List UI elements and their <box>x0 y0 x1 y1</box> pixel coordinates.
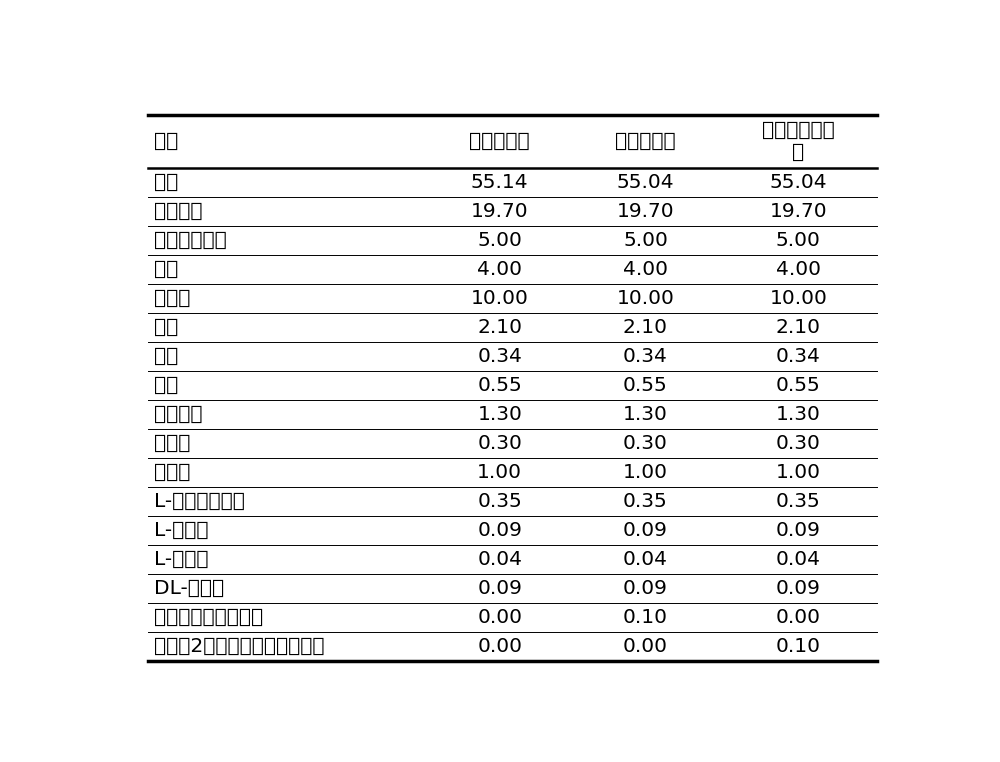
Text: 0.35: 0.35 <box>477 491 522 511</box>
Text: 氧化锌: 氧化锌 <box>154 434 191 453</box>
Text: 5.00: 5.00 <box>776 231 821 250</box>
Text: 玉米: 玉米 <box>154 173 179 192</box>
Text: 1.00: 1.00 <box>623 463 668 482</box>
Text: 阳性对照组: 阳性对照组 <box>615 132 676 151</box>
Text: 1.30: 1.30 <box>623 405 668 424</box>
Text: 乳清粉: 乳清粉 <box>154 289 191 308</box>
Text: 55.14: 55.14 <box>471 173 529 192</box>
Text: 19.70: 19.70 <box>617 202 674 221</box>
Text: 2.10: 2.10 <box>623 318 668 337</box>
Text: 4.00: 4.00 <box>623 260 668 279</box>
Text: L-色氨酸: L-色氨酸 <box>154 549 209 568</box>
Text: 0.30: 0.30 <box>776 434 821 453</box>
Text: 0.55: 0.55 <box>477 376 522 395</box>
Text: 0.10: 0.10 <box>623 607 668 626</box>
Text: 55.04: 55.04 <box>617 173 674 192</box>
Text: 2.10: 2.10 <box>477 318 522 337</box>
Text: 10.00: 10.00 <box>617 289 674 308</box>
Text: L-苏氨酸: L-苏氨酸 <box>154 520 209 539</box>
Text: 市场上某酵母复合物: 市场上某酵母复合物 <box>154 607 264 626</box>
Text: 1.30: 1.30 <box>776 405 821 424</box>
Text: 0.09: 0.09 <box>477 578 522 597</box>
Text: 0.35: 0.35 <box>623 491 668 511</box>
Text: 1.00: 1.00 <box>477 463 522 482</box>
Text: 0.09: 0.09 <box>776 578 821 597</box>
Text: 0.30: 0.30 <box>623 434 668 453</box>
Text: 0.00: 0.00 <box>477 607 522 626</box>
Text: 0.34: 0.34 <box>623 347 668 366</box>
Text: 食盐: 食盐 <box>154 347 179 366</box>
Text: 0.09: 0.09 <box>776 520 821 539</box>
Text: 0.00: 0.00 <box>776 607 821 626</box>
Text: 0.34: 0.34 <box>776 347 821 366</box>
Text: 0.55: 0.55 <box>776 376 821 395</box>
Text: 0.55: 0.55 <box>623 376 668 395</box>
Text: 0.10: 0.10 <box>776 636 821 655</box>
Text: 5.00: 5.00 <box>477 231 522 250</box>
Text: 4.00: 4.00 <box>776 260 821 279</box>
Text: 19.70: 19.70 <box>770 202 827 221</box>
Text: 0.04: 0.04 <box>477 549 522 568</box>
Text: 实施例2所得酵母复合物添加剂: 实施例2所得酵母复合物添加剂 <box>154 636 325 655</box>
Text: 1.30: 1.30 <box>477 405 522 424</box>
Text: 0.35: 0.35 <box>776 491 821 511</box>
Text: 0.00: 0.00 <box>623 636 668 655</box>
Text: 石粉: 石粉 <box>154 376 179 395</box>
Text: 19.70: 19.70 <box>471 202 529 221</box>
Text: 0.09: 0.09 <box>477 520 522 539</box>
Text: 预混料: 预混料 <box>154 463 191 482</box>
Text: 大豆浓缩蛋白: 大豆浓缩蛋白 <box>154 231 227 250</box>
Text: 磷酸氢钙: 磷酸氢钙 <box>154 405 203 424</box>
Text: 空白对照组: 空白对照组 <box>469 132 530 151</box>
Text: DL-蛋氨酸: DL-蛋氨酸 <box>154 578 225 597</box>
Text: 0.34: 0.34 <box>477 347 522 366</box>
Text: 4.00: 4.00 <box>477 260 522 279</box>
Text: 豆油: 豆油 <box>154 318 179 337</box>
Text: 鱼粉: 鱼粉 <box>154 260 179 279</box>
Text: 0.04: 0.04 <box>776 549 821 568</box>
Text: 5.00: 5.00 <box>623 231 668 250</box>
Text: 项目: 项目 <box>154 132 179 151</box>
Text: 0.30: 0.30 <box>477 434 522 453</box>
Text: 10.00: 10.00 <box>471 289 529 308</box>
Text: 1.00: 1.00 <box>776 463 821 482</box>
Text: 0.09: 0.09 <box>623 578 668 597</box>
Text: 55.04: 55.04 <box>770 173 827 192</box>
Text: 0.00: 0.00 <box>477 636 522 655</box>
Text: 本酵母复合物
组: 本酵母复合物 组 <box>762 121 835 162</box>
Text: 去皮豆粕: 去皮豆粕 <box>154 202 203 221</box>
Text: 0.09: 0.09 <box>623 520 668 539</box>
Text: L-赖氨酸盐酸盐: L-赖氨酸盐酸盐 <box>154 491 245 511</box>
Text: 2.10: 2.10 <box>776 318 821 337</box>
Text: 10.00: 10.00 <box>769 289 827 308</box>
Text: 0.04: 0.04 <box>623 549 668 568</box>
